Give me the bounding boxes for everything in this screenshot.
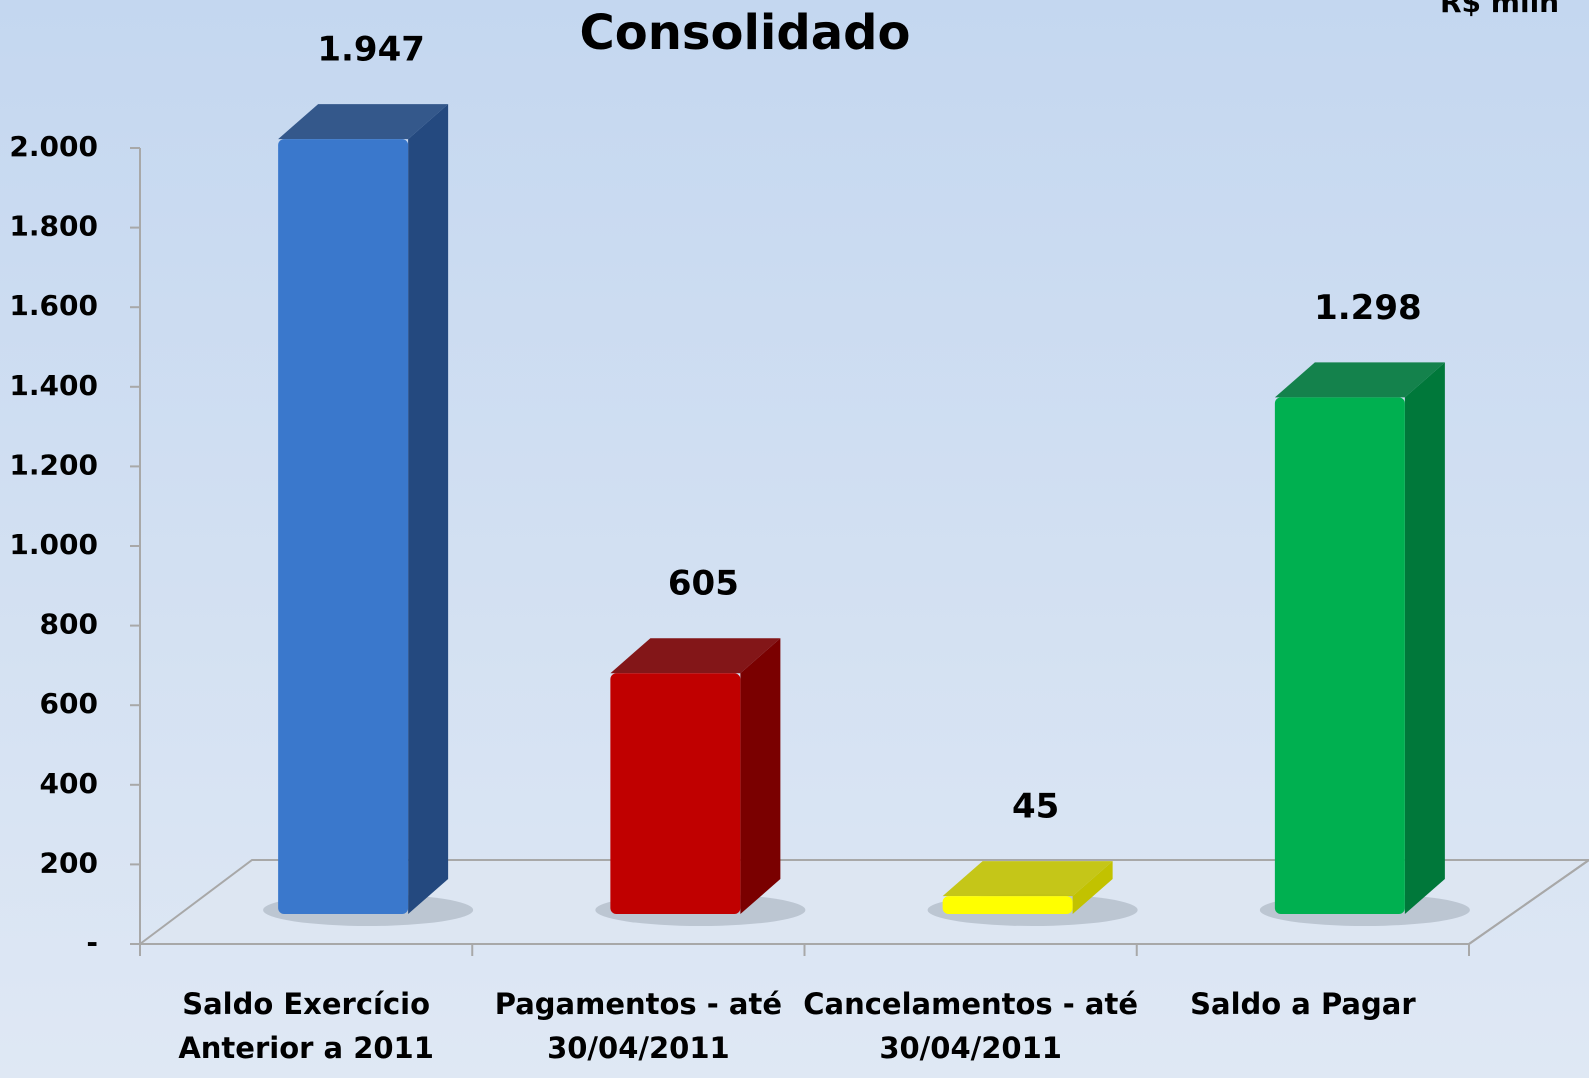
y-tick-label: 1.600 <box>9 289 98 322</box>
bar <box>610 673 741 914</box>
y-tick-label: 1.200 <box>9 448 98 481</box>
y-tick-label: 400 <box>40 767 98 800</box>
x-tick-label: 30/04/2011 <box>547 1031 730 1065</box>
y-tick-label: 2.000 <box>9 130 98 163</box>
bar-side <box>408 104 449 915</box>
bar-side <box>740 638 781 914</box>
y-tick-label: 800 <box>40 608 98 641</box>
bar <box>942 896 1073 914</box>
value-label: 45 <box>1012 787 1059 827</box>
x-tick-label: Anterior a 2011 <box>178 1031 434 1065</box>
bar <box>278 139 409 914</box>
y-tick-label: 1.800 <box>9 210 98 243</box>
x-tick-label: Saldo Exercício <box>182 987 430 1021</box>
y-tick-label: 200 <box>40 846 98 879</box>
value-label: 1.947 <box>317 30 425 70</box>
x-tick-label: Saldo a Pagar <box>1190 987 1416 1021</box>
y-tick-label: 600 <box>40 687 98 720</box>
x-tick-label: 30/04/2011 <box>879 1031 1062 1065</box>
y-tick-label: - <box>86 926 98 959</box>
floor-edge <box>1468 859 1589 945</box>
x-tick-label: Pagamentos - até <box>495 987 782 1021</box>
bar-top <box>610 638 781 674</box>
bar-top <box>278 104 449 140</box>
bar-top <box>1274 362 1445 398</box>
bar-top <box>942 861 1113 897</box>
unit-label: R$ milh <box>1440 0 1559 19</box>
bar-side <box>1404 362 1445 914</box>
y-tick-label: 1.400 <box>9 369 98 402</box>
bar-side <box>1072 861 1113 914</box>
y-tick-label: 1.000 <box>9 528 98 561</box>
value-label: 605 <box>668 564 739 604</box>
x-tick-label: Cancelamentos - até <box>803 987 1138 1021</box>
value-label: 1.298 <box>1314 288 1422 328</box>
chart-title: Consolidado <box>580 5 911 61</box>
bar <box>1274 397 1405 914</box>
